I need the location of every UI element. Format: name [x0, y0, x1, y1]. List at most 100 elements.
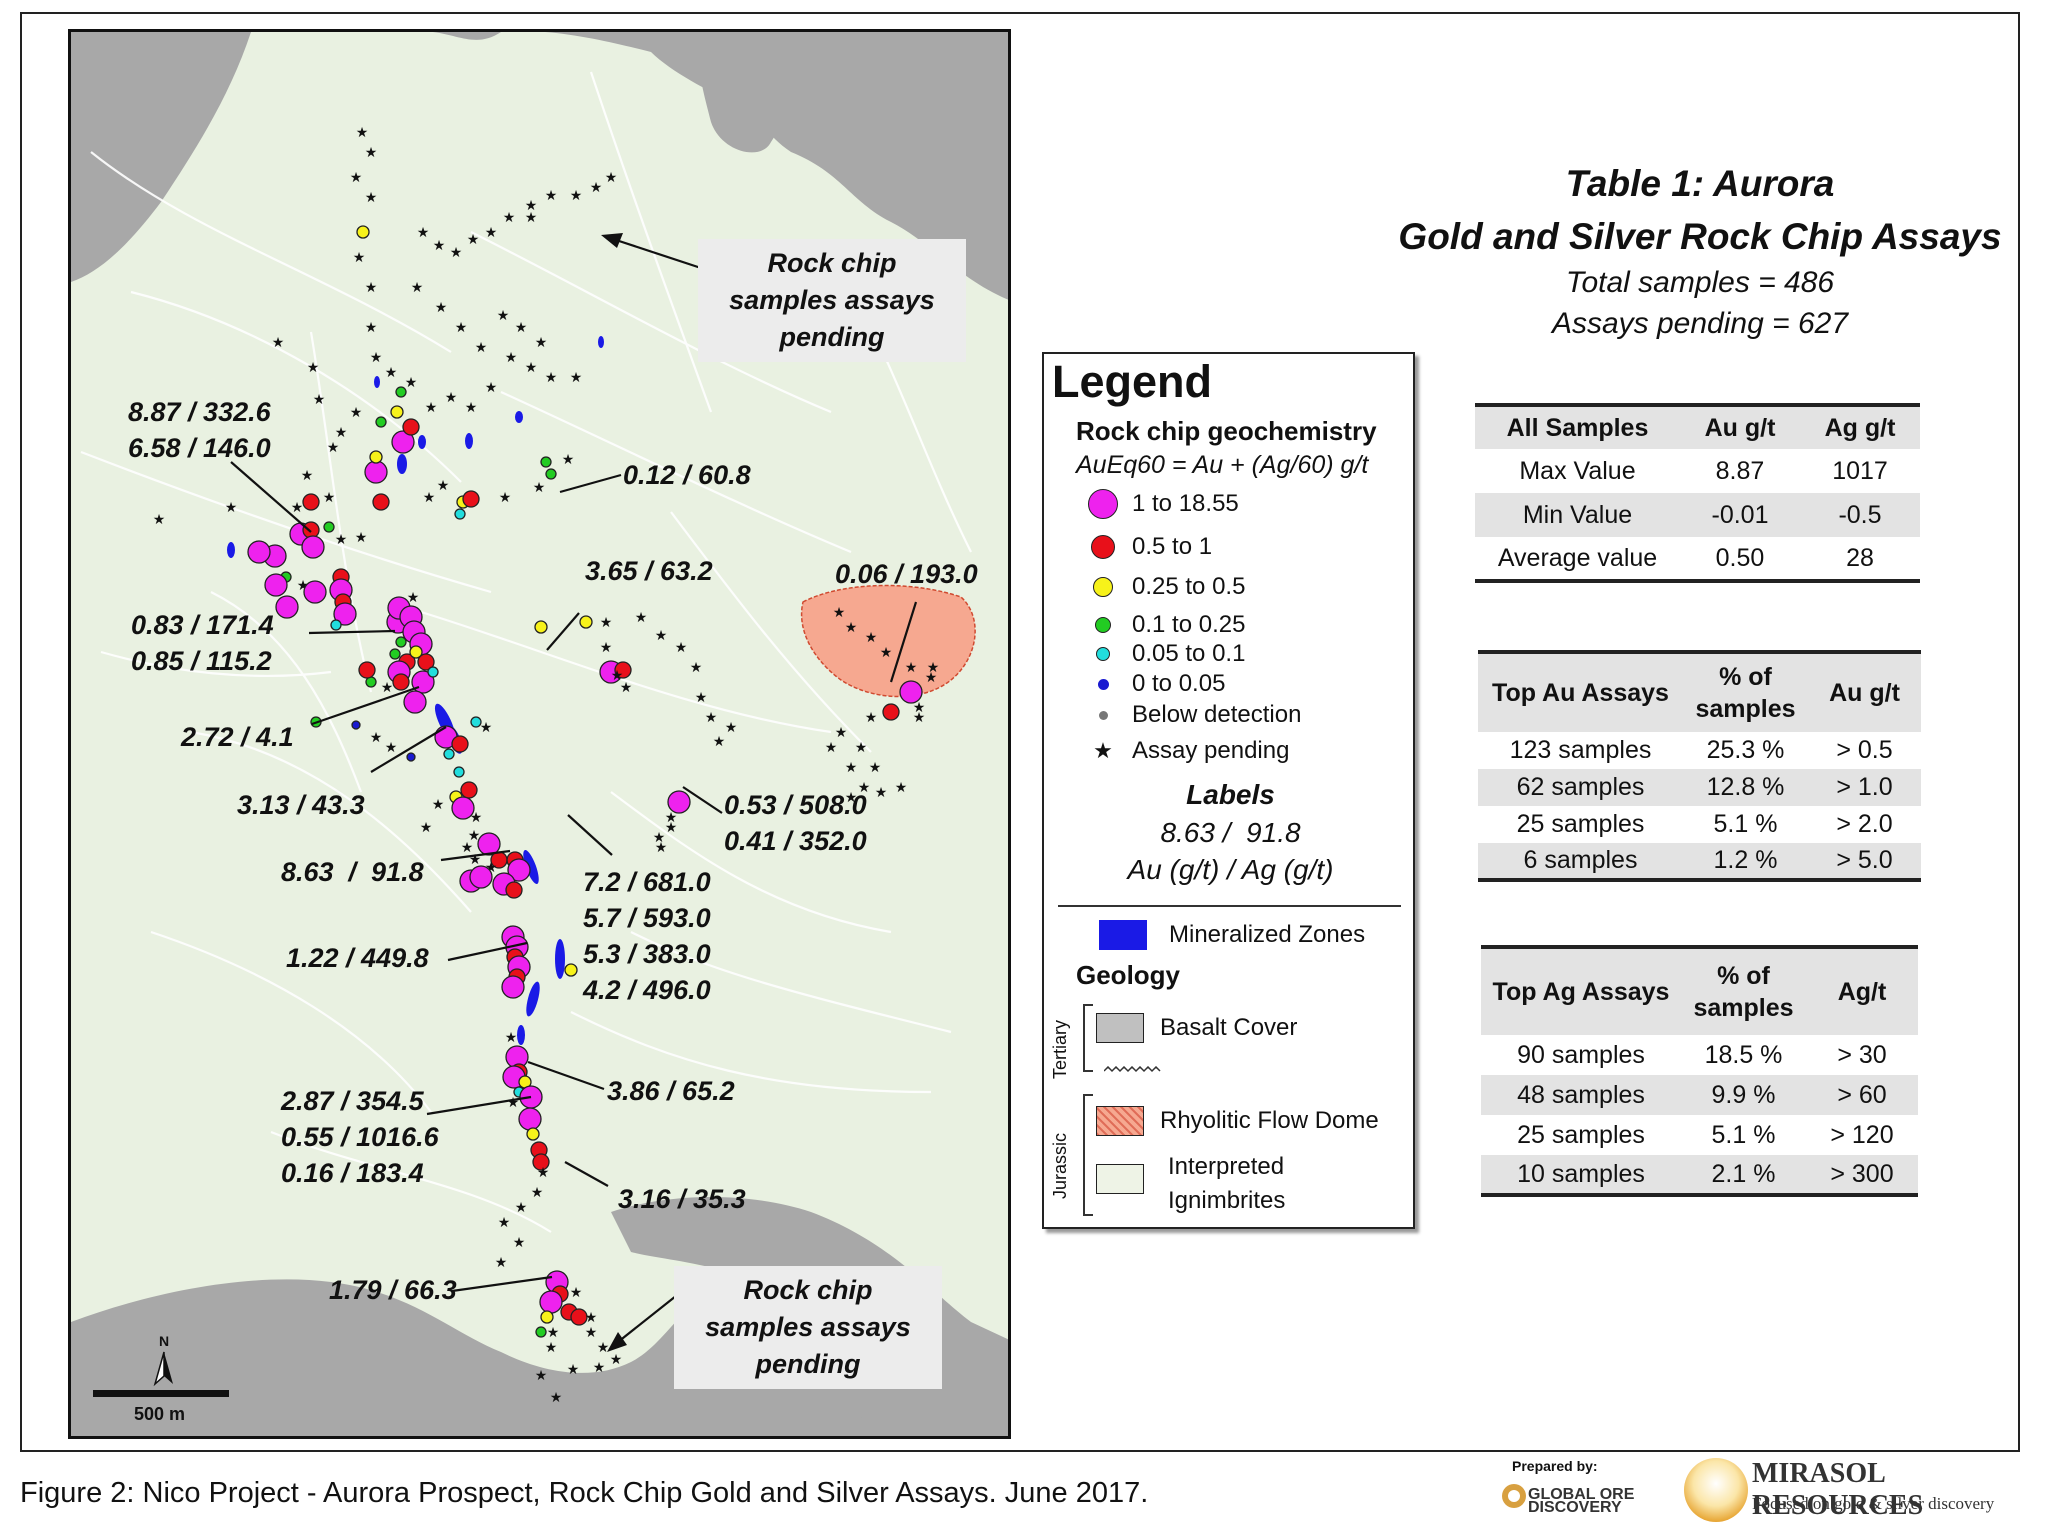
- assay-pending-star: ★: [461, 839, 474, 855]
- sample-point: [275, 595, 299, 619]
- table-title-line1: Table 1: Aurora: [1565, 163, 1835, 204]
- table-cell: > 300: [1806, 1155, 1918, 1195]
- sample-point: [390, 405, 404, 419]
- table-title-line2: Gold and Silver Rock Chip Assays: [1398, 216, 2002, 257]
- sample-point: [406, 752, 416, 762]
- assay-pending-star: ★: [895, 779, 908, 795]
- sample-point: [570, 1308, 588, 1326]
- lineaments: [80, 71, 972, 1233]
- table-row: 48 samples 9.9 % > 60: [1481, 1075, 1918, 1115]
- table-header: Au g/t: [1680, 405, 1800, 449]
- scale-label: 500 m: [134, 1404, 186, 1424]
- assay-pending-star: ★: [531, 1184, 544, 1200]
- table-row: Max Value 8.87 1017: [1475, 449, 1920, 493]
- sample-point: [477, 832, 501, 856]
- assay-pending-star: ★: [291, 499, 304, 515]
- company-tagline: Focused on gold & silver discovery: [1752, 1494, 1995, 1513]
- assay-pending-star: ★: [503, 209, 516, 225]
- assay-pending-star: ★: [335, 424, 348, 440]
- sample-point: [539, 1290, 563, 1314]
- assay-pending-star: ★: [533, 479, 546, 495]
- assay-pending-star: ★: [499, 489, 512, 505]
- table-cell: 6 samples: [1478, 843, 1683, 880]
- arrow-head-bottom: [607, 1332, 627, 1352]
- map-label: 2.87 / 354.5 0.55 / 1016.6 0.16 / 183.4: [281, 1086, 439, 1188]
- north-label: N: [159, 1333, 170, 1349]
- legend-item: Below detection: [1074, 700, 1301, 730]
- assay-pending-star: ★: [597, 1339, 610, 1355]
- sample-point: [882, 703, 900, 721]
- assay-pending-star: ★: [593, 1359, 606, 1375]
- assay-pending-star: ★: [865, 629, 878, 645]
- assay-pending-star: ★: [497, 307, 510, 323]
- assay-pending-star: ★: [525, 209, 538, 225]
- assay-pending-star: ★: [435, 299, 448, 315]
- sample-point: [526, 1127, 540, 1141]
- star-icon: ★: [1093, 738, 1113, 763]
- table-row: 123 samples 25.3 % > 0.5: [1478, 732, 1921, 769]
- assay-pending-star: ★: [585, 1309, 598, 1325]
- map-label: 2.72 / 4.1: [181, 722, 294, 752]
- summary-table: All Samples Au g/t Ag g/t Max Value 8.87…: [1475, 403, 1920, 583]
- sample-point: [301, 535, 325, 559]
- table-header: Au g/t: [1808, 652, 1921, 732]
- table-header-row: All Samples Au g/t Ag g/t: [1475, 405, 1920, 449]
- sample-point: [395, 636, 407, 648]
- sample-point: [470, 716, 482, 728]
- basalt-swatch: [1096, 1013, 1144, 1043]
- assay-pending-star: ★: [515, 1199, 528, 1215]
- table-cell: 5.1 %: [1711, 1120, 1776, 1149]
- sample-point: [372, 493, 390, 511]
- table-cell: > 1.0: [1808, 769, 1921, 806]
- assay-pending-star: ★: [825, 739, 838, 755]
- assay-pending-star: ★: [470, 809, 483, 825]
- assay-pending-star: ★: [323, 489, 336, 505]
- legend-item-label: Mineralized Zones: [1169, 921, 1366, 948]
- assay-pending-star: ★: [417, 224, 430, 240]
- cyan-dot-icon: [1096, 647, 1110, 661]
- assay-pending-star: ★: [550, 1389, 563, 1405]
- assay-pending-star: ★: [600, 614, 613, 630]
- assay-pending-star: ★: [600, 639, 613, 655]
- assay-pending-star: ★: [858, 779, 871, 795]
- table-cell: > 2.0: [1836, 810, 1893, 838]
- table-header-row: Top Au Assays % of samples Au g/t: [1478, 652, 1921, 732]
- assay-pending-star: ★: [467, 231, 480, 247]
- legend-item-label: 1 to 18.55: [1132, 490, 1239, 517]
- assay-pending-star: ★: [675, 639, 688, 655]
- global-ore-discovery-logo-text: GLOBAL ORE DISCOVERY: [1528, 1486, 1635, 1516]
- table-cell: > 5.0: [1808, 843, 1921, 880]
- sample-point: [395, 386, 407, 398]
- assay-pending-star: ★: [505, 349, 518, 365]
- assay-pending-star: ★: [350, 404, 363, 420]
- assay-pending-star: ★: [365, 189, 378, 205]
- legend-item: 1 to 18.55: [1074, 489, 1239, 519]
- arrow-head-top: [601, 233, 623, 248]
- sample-point: [535, 1326, 547, 1338]
- table-cell: > 30: [1837, 1040, 1887, 1069]
- legend-geology-heading: Geology: [1076, 960, 1181, 990]
- assay-pending-star: ★: [356, 124, 369, 140]
- assay-pending-star: ★: [327, 439, 340, 455]
- map-label: 3.65 / 63.2: [585, 556, 713, 586]
- assay-pending-star: ★: [307, 359, 320, 375]
- assay-pending-star: ★: [562, 451, 575, 467]
- map-label: 3.13 / 43.3: [237, 790, 365, 820]
- sample-point: [540, 1310, 554, 1324]
- rhyolitic-swatch: [1096, 1106, 1144, 1136]
- top-ag-table: Top Ag Assays % of samples Ag/t 90 sampl…: [1481, 945, 1918, 1197]
- unconformity-icon: [1104, 1066, 1161, 1073]
- assay-pending-star: ★: [845, 619, 858, 635]
- assay-pending-star: ★: [381, 679, 394, 695]
- sample-points: ★★★★★★★★ ★★ ★★★★ ★ ★★★★★★★★★★★★★★★★★★★★★ ★★★★…: [153, 124, 940, 1405]
- figure-frame: [20, 12, 2020, 1452]
- assay-pending-star: ★: [385, 739, 398, 755]
- assay-pending-star: ★: [713, 733, 726, 749]
- assay-pending-star: ★: [567, 1361, 580, 1377]
- legend-tertiary-label: Tertiary: [1050, 1019, 1070, 1079]
- assay-pending-star: ★: [665, 819, 678, 835]
- assay-pending-star: ★: [498, 1214, 511, 1230]
- assay-pending-star: ★: [465, 399, 478, 415]
- sample-point: [358, 661, 376, 679]
- assay-pending-star: ★: [913, 699, 926, 715]
